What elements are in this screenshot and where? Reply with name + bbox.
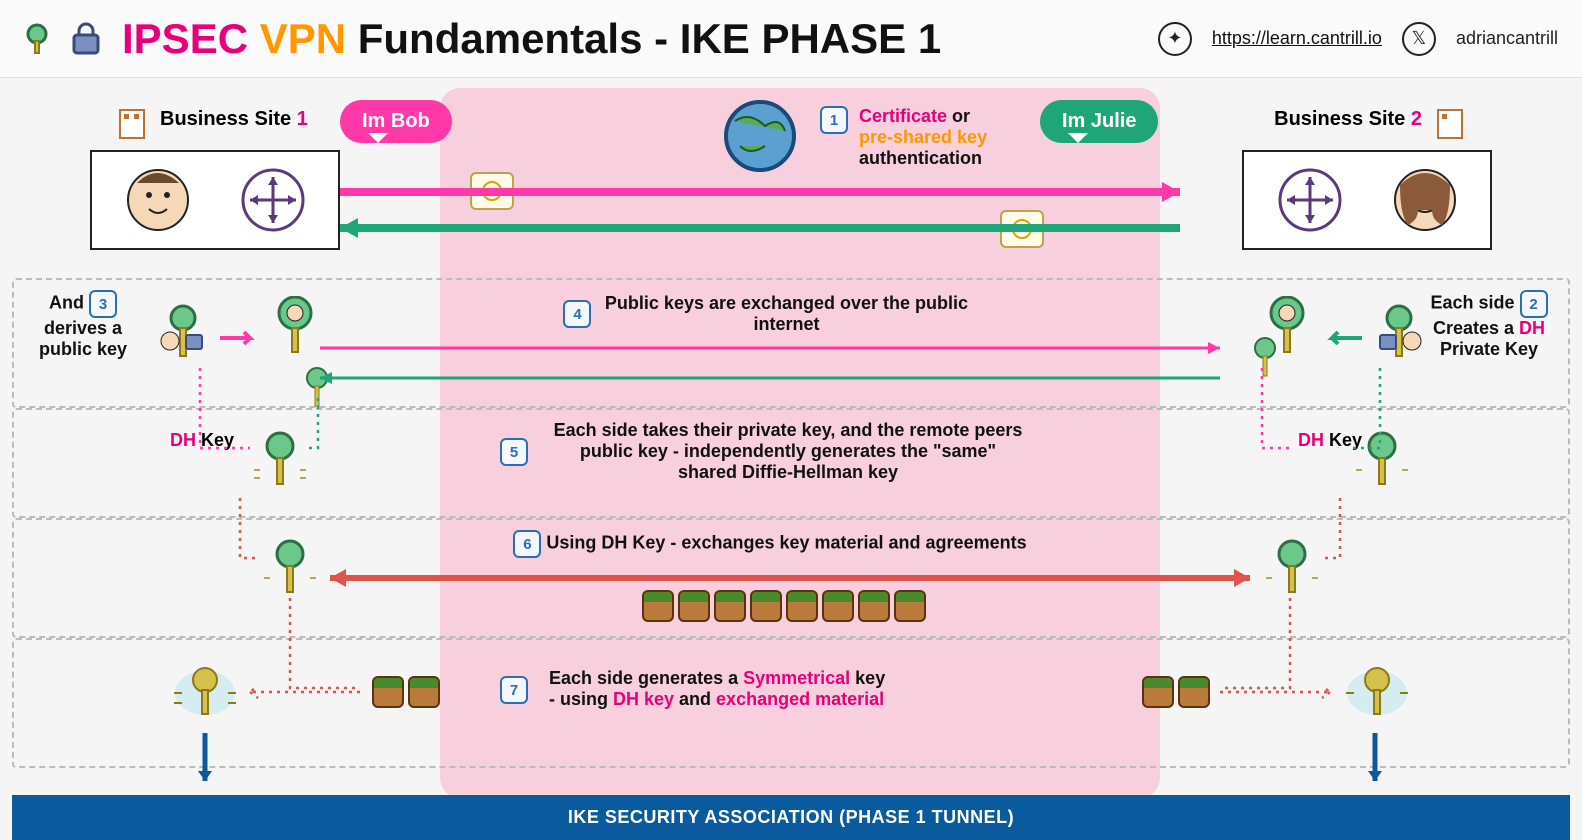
material-blocks-right <box>1140 676 1212 708</box>
dh-key-icon <box>250 430 310 490</box>
router-icon <box>238 165 308 235</box>
private-key-icon <box>1374 303 1424 363</box>
sym-key-icon <box>1342 658 1412 728</box>
learn-link[interactable]: https://learn.cantrill.io <box>1212 28 1382 49</box>
arrow-right-icon <box>220 328 260 348</box>
material-blocks-left <box>370 676 442 708</box>
header-links: ✦ https://learn.cantrill.io 𝕏 adriancant… <box>1158 22 1558 56</box>
bob-avatar-icon <box>123 165 193 235</box>
dh-key-icon <box>260 538 320 598</box>
public-key-icon <box>270 296 320 356</box>
step-6-desc: 6 Using DH Key - exchanges key material … <box>500 530 1040 558</box>
title-rest: Fundamentals - IKE PHASE 1 <box>358 15 941 62</box>
step-5-num: 5 <box>500 438 528 466</box>
julie-router-box <box>1242 150 1492 250</box>
certificate-icon <box>1000 210 1044 248</box>
twitter-icon: 𝕏 <box>1402 22 1436 56</box>
step-4-num: 4 <box>563 300 591 328</box>
key-icon <box>24 21 60 57</box>
private-key-icon <box>158 303 208 363</box>
site-1-label: Business Site 1 <box>160 108 308 131</box>
sym-key-icon <box>170 658 240 728</box>
twitter-handle: adriancantrill <box>1456 28 1558 49</box>
page-title: IPSEC VPN Fundamentals - IKE PHASE 1 <box>122 15 941 63</box>
bob-bubble: Im Bob <box>340 100 452 143</box>
sa-bar: IKE SECURITY ASSOCIATION (PHASE 1 TUNNEL… <box>12 795 1570 840</box>
step-1-desc: 1 Certificate or pre-shared key authenti… <box>820 106 1040 169</box>
arrow-left-icon <box>1322 328 1362 348</box>
step-2-num: 2 <box>1520 290 1548 318</box>
step-3-num: 3 <box>89 290 117 318</box>
certificate-icon <box>470 172 514 210</box>
globe-icon <box>720 96 800 176</box>
building-icon <box>112 102 152 142</box>
header: IPSEC VPN Fundamentals - IKE PHASE 1 ✦ h… <box>0 0 1582 78</box>
diagram-area: Business Site 1 Business Site 2 Im Bob I… <box>0 78 1582 840</box>
small-key-icon <box>1248 336 1282 380</box>
router-icon <box>1275 165 1345 235</box>
material-blocks-center <box>640 590 928 622</box>
compass-icon: ✦ <box>1158 22 1192 56</box>
step-1-num: 1 <box>820 106 848 134</box>
header-icons <box>24 21 104 57</box>
building-icon <box>1430 102 1470 142</box>
title-vpn: VPN <box>260 15 346 62</box>
step-3-desc: And 3 derives apublic key <box>18 290 148 360</box>
title-ipsec: IPSEC <box>122 15 248 62</box>
dh-key-icon <box>1262 538 1322 598</box>
step-7-desc: 7 Each side generates a Symmetrical key … <box>500 668 1040 710</box>
step-6-num: 6 <box>513 530 541 558</box>
dh-key-left-label: DH Key <box>170 430 234 451</box>
step-5-desc: 5 Each side takes their private key, and… <box>500 420 1040 483</box>
site-2-label: Business Site 2 <box>1274 108 1422 131</box>
step-7-num: 7 <box>500 676 528 704</box>
dh-key-icon <box>1352 430 1412 490</box>
step-2-desc: Each side 2 Creates a DH Private Key <box>1414 290 1564 360</box>
lock-icon <box>68 21 104 57</box>
julie-bubble: Im Julie <box>1040 100 1158 143</box>
julie-avatar-icon <box>1390 165 1460 235</box>
bob-router-box <box>90 150 340 250</box>
step-4-desc: 4 Public keys are exchanged over the pub… <box>540 293 1000 335</box>
small-key-icon <box>300 366 334 410</box>
